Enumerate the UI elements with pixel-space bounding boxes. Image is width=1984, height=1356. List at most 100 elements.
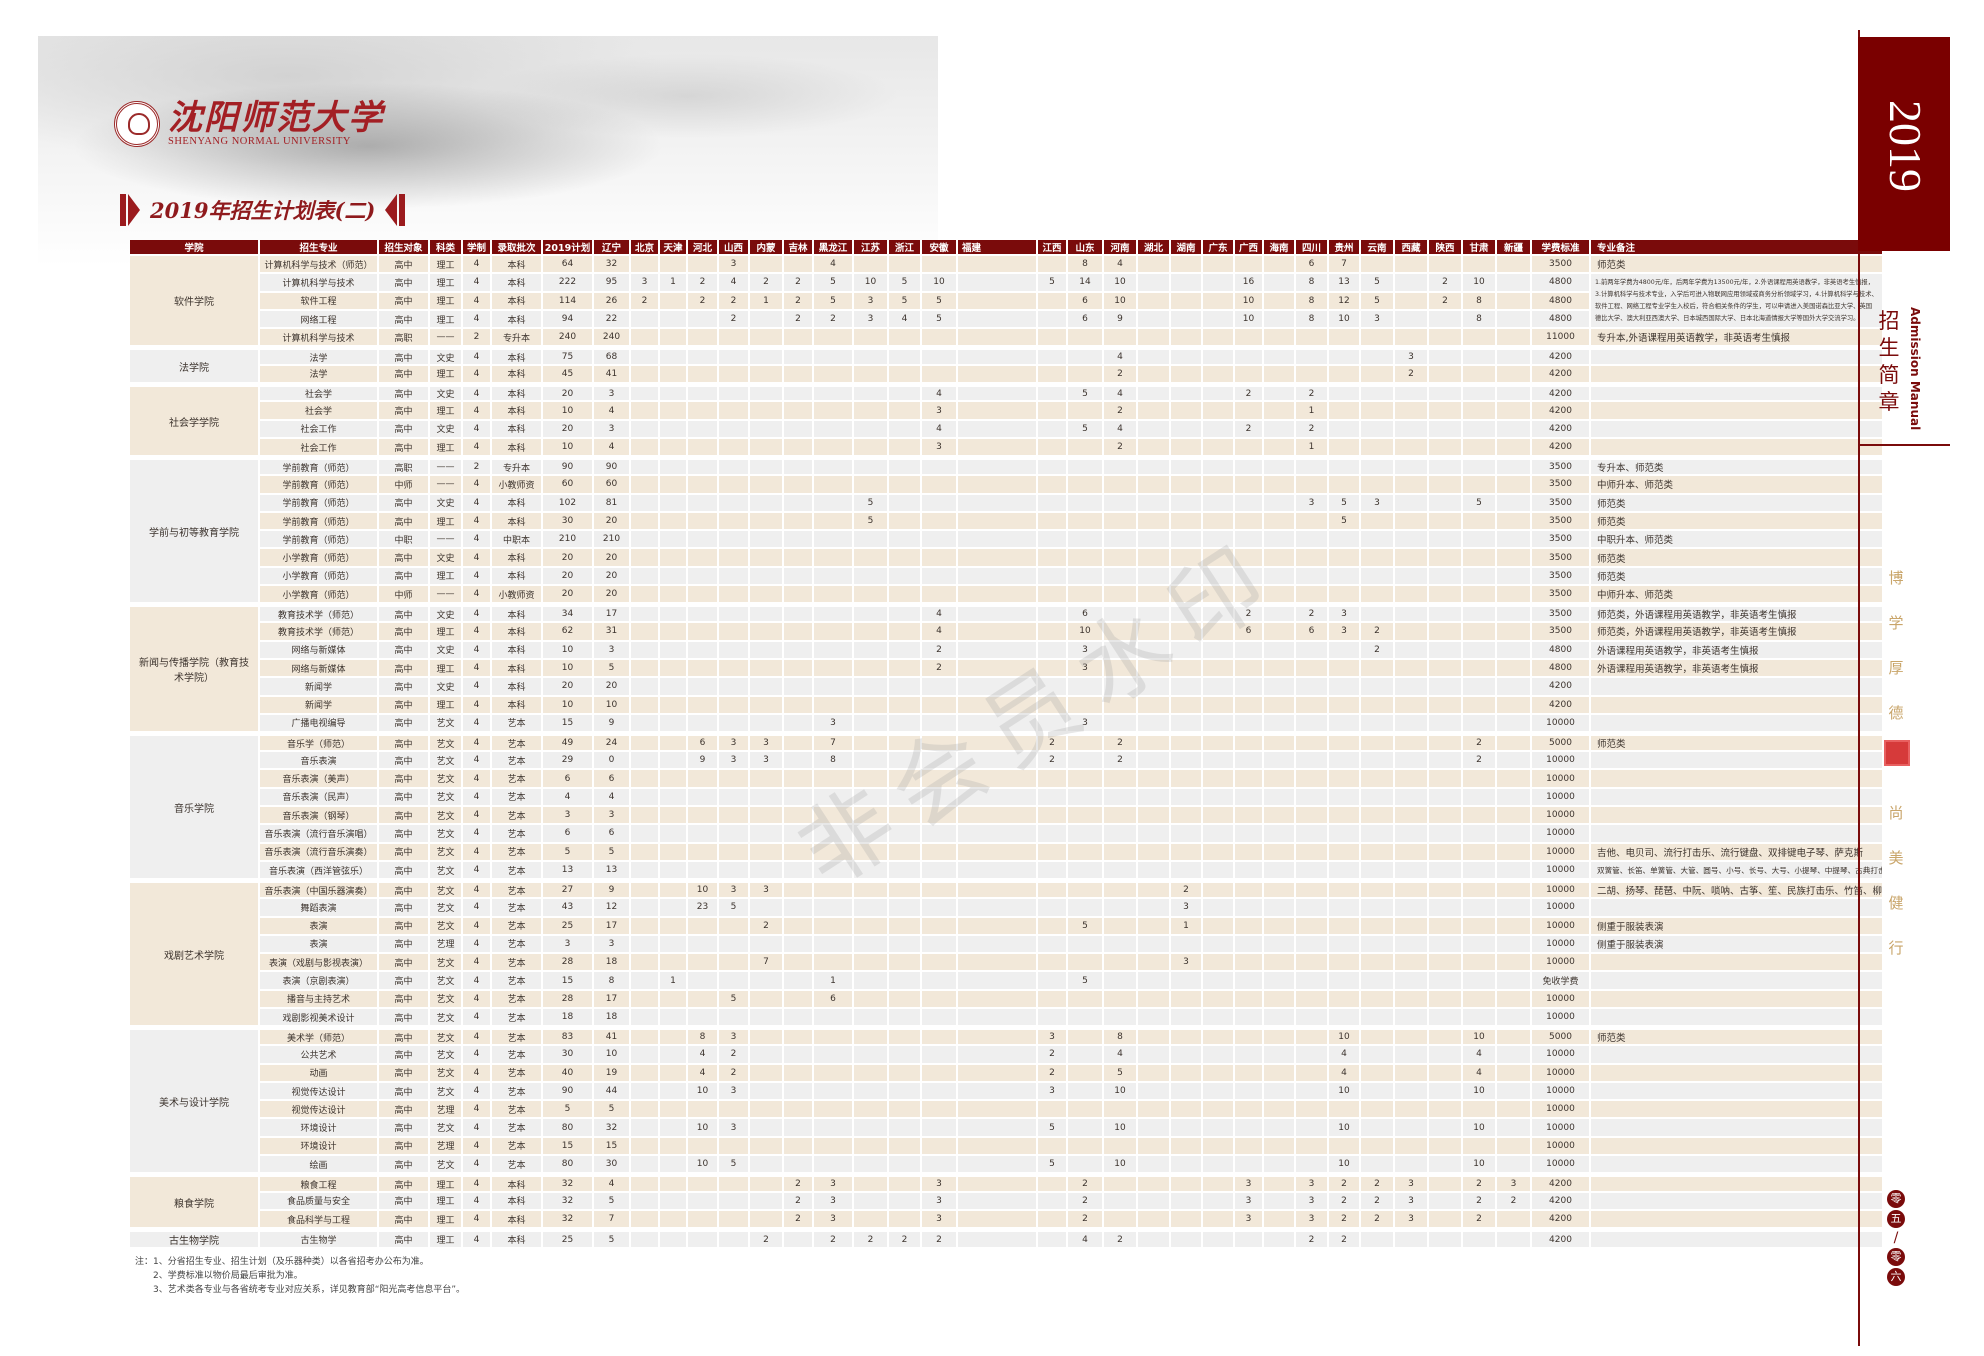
batch-cell: 本科 xyxy=(492,696,541,713)
liaoning-cell: 17 xyxy=(594,917,629,934)
province-cell-广东 xyxy=(1203,1156,1233,1173)
province-cell-福建 xyxy=(958,347,1036,364)
fee-cell: 4200 xyxy=(1532,1229,1589,1248)
college-cell: 粮食学院 xyxy=(130,1174,258,1228)
province-cell-江西 xyxy=(1038,825,1066,842)
province-cell-河南 xyxy=(1104,476,1136,493)
province-cell-江西 xyxy=(1038,972,1066,989)
province-cell-江苏 xyxy=(854,990,887,1007)
province-cell-黑龙江: 5 xyxy=(814,292,852,309)
province-cell-山东 xyxy=(1068,843,1102,860)
province-cell-江西 xyxy=(1038,329,1066,346)
fee-cell: 3500 xyxy=(1532,457,1589,475)
province-cell-云南: 3 xyxy=(1361,494,1393,511)
province-cell-陕西 xyxy=(1429,1156,1461,1173)
province-cell-吉林 xyxy=(784,990,812,1007)
major-cell: 网络与新媒体 xyxy=(260,659,377,677)
province-cell-吉林 xyxy=(784,899,812,916)
province-cell-四川: 1 xyxy=(1296,438,1327,456)
province-cell-福建 xyxy=(958,438,1036,456)
target-cell: 高中 xyxy=(379,347,428,364)
province-cell-河北 xyxy=(688,549,717,566)
province-cell-甘肃: 2 xyxy=(1463,1192,1495,1209)
province-cell-甘肃 xyxy=(1463,770,1495,787)
province-cell-贵州 xyxy=(1329,531,1359,548)
province-cell-福建 xyxy=(958,899,1036,916)
batch-cell: 艺本 xyxy=(492,880,541,898)
batch-cell: 艺本 xyxy=(492,1119,541,1136)
province-cell-海南 xyxy=(1264,438,1294,456)
fee-cell: 4200 xyxy=(1532,402,1589,419)
province-cell-江苏: 3 xyxy=(854,292,887,309)
type-cell: 艺文 xyxy=(430,1046,461,1063)
plan-cell: 83 xyxy=(543,1027,592,1045)
province-cell-北京 xyxy=(631,678,658,695)
major-cell: 法学 xyxy=(260,365,377,383)
province-cell-陕西 xyxy=(1429,807,1461,824)
province-cell-陕西 xyxy=(1429,1210,1461,1228)
province-cell-湖北 xyxy=(1138,586,1169,603)
years-cell: 4 xyxy=(463,752,490,769)
province-cell-江西 xyxy=(1038,1137,1066,1155)
province-cell-北京 xyxy=(631,365,658,383)
province-cell-天津 xyxy=(660,1210,686,1228)
province-cell-北京 xyxy=(631,1082,658,1100)
province-cell-山东 xyxy=(1068,1101,1102,1118)
province-cell-浙江 xyxy=(889,604,920,622)
province-cell-安徽 xyxy=(922,586,956,603)
province-cell-江苏 xyxy=(854,696,887,713)
province-cell-湖北 xyxy=(1138,274,1169,291)
province-cell-山西 xyxy=(719,531,748,548)
table-row: 音乐表演（美声） 高中 艺文 4 艺本 6 6 10000 xyxy=(130,770,1882,787)
liaoning-cell: 41 xyxy=(594,365,629,383)
table-row: 社会学 高中 理工 4 本科 10 4 3 2 1 4200 xyxy=(130,402,1882,419)
province-cell-河南: 10 xyxy=(1104,1156,1136,1173)
province-cell-福建 xyxy=(958,1174,1036,1191)
column-header-target: 招生对象 xyxy=(379,240,428,254)
province-cell-北京 xyxy=(631,457,658,475)
province-cell-湖南 xyxy=(1171,807,1201,824)
province-cell-陕西 xyxy=(1429,604,1461,622)
type-cell: 理工 xyxy=(430,402,461,419)
province-cell-新疆 xyxy=(1497,1156,1530,1173)
province-cell-河南: 10 xyxy=(1104,1119,1136,1136)
province-cell-黑龙江 xyxy=(814,1064,852,1081)
table-row: 古生物学院 古生物学 高中 理工 4 本科 25 5 2 2 2 2 2 4 2 2 2 4200 xyxy=(130,1229,1882,1248)
province-cell-浙江 xyxy=(889,678,920,695)
batch-cell: 艺本 xyxy=(492,752,541,769)
province-cell-陕西 xyxy=(1429,752,1461,769)
province-cell-甘肃 xyxy=(1463,917,1495,934)
province-cell-河北 xyxy=(688,714,717,732)
province-cell-河北 xyxy=(688,512,717,530)
province-cell-湖北 xyxy=(1138,714,1169,732)
page-title: 2019年招生计划表(二) xyxy=(120,193,406,227)
type-cell: 理工 xyxy=(430,310,461,328)
province-cell-天津 xyxy=(660,1229,686,1248)
plan-cell: 45 xyxy=(543,365,592,383)
province-cell-新疆 xyxy=(1497,1210,1530,1228)
fee-cell: 5000 xyxy=(1532,1027,1589,1045)
province-cell-浙江 xyxy=(889,1101,920,1118)
province-cell-吉林 xyxy=(784,825,812,842)
province-cell-安徽: 4 xyxy=(922,420,956,437)
province-cell-西藏 xyxy=(1395,733,1427,751)
liaoning-cell: 44 xyxy=(594,1082,629,1100)
fee-cell: 3500 xyxy=(1532,567,1589,585)
plan-cell: 102 xyxy=(543,494,592,511)
batch-cell: 艺本 xyxy=(492,770,541,787)
province-cell-四川 xyxy=(1296,1027,1327,1045)
province-cell-江苏 xyxy=(854,1046,887,1063)
province-cell-天津 xyxy=(660,659,686,677)
province-cell-贵州: 3 xyxy=(1329,623,1359,640)
province-cell-福建 xyxy=(958,990,1036,1007)
province-cell-天津 xyxy=(660,788,686,806)
plan-cell: 27 xyxy=(543,880,592,898)
plan-cell: 114 xyxy=(543,292,592,309)
table-row: 计算机科学与技术 高职 —— 2 专升本 240 240 11000 专升本,外语课程用英语教学… xyxy=(130,329,1882,346)
province-cell-河北: 23 xyxy=(688,899,717,916)
province-cell-四川 xyxy=(1296,733,1327,751)
note-cell: 1.前两年学费为4800元/年，后两年学费为13500元/年，2.外语课程用英语… xyxy=(1591,274,1882,328)
years-cell: 4 xyxy=(463,549,490,566)
province-cell-四川: 2 xyxy=(1296,604,1327,622)
province-cell-内蒙 xyxy=(750,476,782,493)
